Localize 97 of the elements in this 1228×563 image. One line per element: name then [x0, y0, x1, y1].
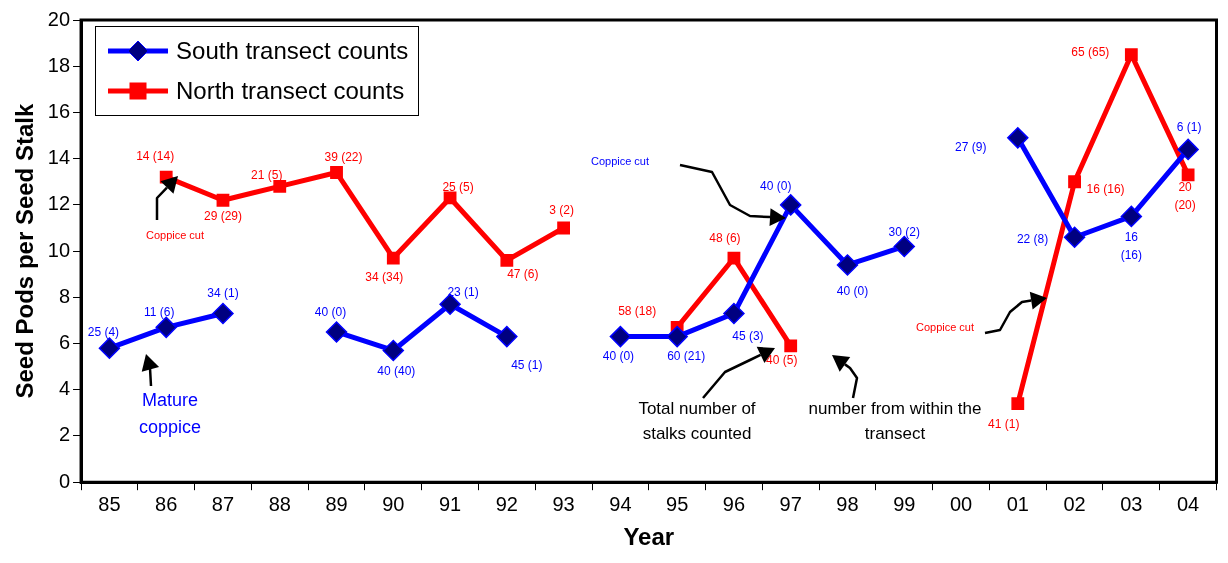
- annotation: 22 (8): [1016, 231, 1049, 246]
- point: [1181, 168, 1195, 182]
- annotation: 20 (20): [1174, 180, 1196, 213]
- y-tick-label: 14: [47, 146, 71, 169]
- annotation: 39 (22): [324, 149, 363, 164]
- x-tick-label: 03: [1120, 492, 1143, 515]
- point: [212, 302, 234, 325]
- annotation: Coppice cut: [915, 321, 975, 334]
- x-tick-label: 91: [438, 492, 462, 515]
- legend-label: North transect counts: [176, 77, 405, 105]
- annotation: 3 (2): [549, 203, 574, 218]
- annotation: 30 (2): [888, 224, 920, 239]
- annotation: 60 (21): [667, 348, 706, 363]
- point: [386, 251, 400, 265]
- annotation: 16 (16): [1086, 182, 1125, 197]
- annotation: 47 (6): [507, 266, 539, 281]
- y-axis-title: Seed Pods per Seed Stalk: [11, 103, 39, 399]
- annotation: 40 (0): [602, 348, 635, 363]
- point: [666, 325, 688, 348]
- y-tick-label: 20: [47, 7, 71, 30]
- annotation: 11 (6): [143, 304, 175, 319]
- annotation: 27 (9): [955, 140, 987, 155]
- annotation: Coppice cut: [590, 155, 650, 168]
- annotation: 40 (0): [836, 284, 869, 299]
- annotation: 23 (1): [447, 284, 479, 299]
- annotation: 45 (3): [732, 328, 764, 343]
- x-tick-label: 02: [1063, 492, 1086, 515]
- point: [1063, 226, 1086, 248]
- x-tick-label: 98: [836, 492, 859, 515]
- y-tick-label: 18: [47, 53, 71, 76]
- x-axis-title: Year: [623, 523, 675, 551]
- annotation: 40 (0): [760, 179, 792, 194]
- point: [1120, 205, 1143, 228]
- annotation: 45 (1): [511, 357, 543, 372]
- y-tick-label: 6: [58, 331, 71, 354]
- y-tick-label: 2: [58, 423, 71, 446]
- annotation: 40 (0): [314, 305, 347, 320]
- point: [779, 194, 802, 216]
- legend-label: South transect counts: [176, 37, 409, 65]
- annotation: 16 (16): [1120, 229, 1143, 262]
- annotation: Total number of stalks counted: [638, 398, 756, 444]
- point: [1177, 138, 1199, 161]
- y-tick-label: 4: [58, 377, 71, 400]
- point: [1007, 127, 1029, 149]
- x-tick-label: 01: [1006, 492, 1029, 515]
- y-tick-label: 0: [58, 469, 71, 492]
- annotation: Mature coppice: [138, 389, 202, 437]
- point: [330, 166, 343, 179]
- annotation: 48 (6): [709, 231, 741, 246]
- point: [325, 321, 348, 343]
- point: [1011, 397, 1025, 411]
- x-tick-label: 99: [893, 492, 916, 515]
- x-tick-label: 97: [779, 492, 802, 515]
- point: [382, 339, 405, 362]
- annotation: 58 (18): [618, 303, 657, 318]
- annotation: 41 (1): [988, 416, 1020, 431]
- x-tick-label: 90: [382, 492, 405, 515]
- point: [836, 254, 859, 276]
- point: [1068, 175, 1081, 189]
- x-tick-label: 86: [155, 492, 178, 515]
- annotation: Coppice cut: [145, 229, 205, 242]
- annotation: 65 (65): [1071, 44, 1110, 59]
- point: [723, 302, 745, 325]
- y-tick-label: 10: [47, 238, 71, 261]
- point: [98, 337, 121, 359]
- y-tick-label: 8: [58, 284, 71, 307]
- point: [1124, 48, 1138, 62]
- point: [216, 193, 230, 207]
- annotation: 40 (40): [377, 363, 416, 378]
- annotation: 34 (1): [207, 285, 239, 300]
- x-tick-label: 96: [722, 492, 746, 515]
- x-tick-label: 92: [495, 492, 518, 515]
- x-tick-label: 95: [666, 492, 689, 515]
- y-tick-label: 16: [47, 99, 71, 122]
- point: [500, 253, 514, 267]
- annotation: 6 (1): [1176, 119, 1202, 134]
- x-tick-label: 87: [211, 492, 235, 515]
- x-tick-label: 94: [609, 492, 632, 515]
- x-tick-label: 89: [325, 492, 348, 515]
- x-tick-label: 88: [268, 492, 291, 515]
- annotation: 25 (5): [442, 180, 474, 195]
- annotation: 14 (14): [136, 149, 175, 164]
- x-tick-label: 00: [949, 492, 973, 515]
- annotation: number from within the transect: [808, 398, 982, 444]
- annotation: 25 (4): [87, 325, 120, 340]
- annotation: 40 (5): [766, 353, 798, 368]
- point: [784, 339, 798, 353]
- point: [557, 221, 571, 235]
- x-tick-label: 93: [552, 492, 575, 515]
- annotation: 21 (5): [251, 167, 283, 182]
- point: [609, 325, 632, 348]
- point: [496, 325, 518, 348]
- x-tick-label: 04: [1176, 492, 1200, 515]
- x-tick-label: 85: [98, 492, 121, 515]
- annotation: 34 (34): [365, 270, 404, 285]
- annotation: 29 (29): [203, 208, 242, 223]
- y-tick-label: 12: [47, 192, 71, 215]
